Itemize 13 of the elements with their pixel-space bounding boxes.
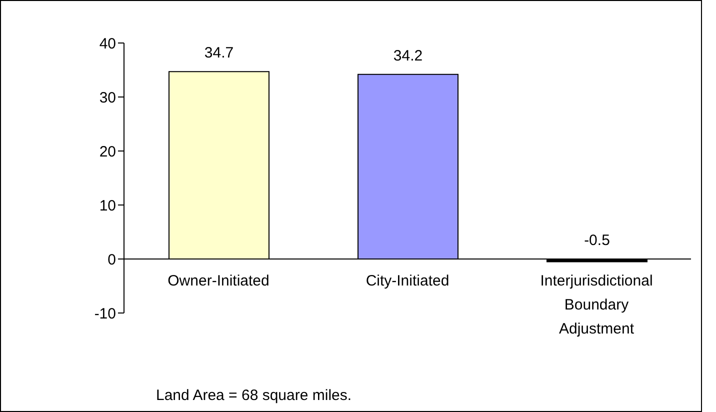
data-label: 34.2 <box>393 47 423 64</box>
data-label: -0.5 <box>584 232 610 249</box>
y-tick-label: 20 <box>99 143 116 160</box>
text: Land Area = 68 square miles. <box>156 387 352 404</box>
y-tick-label: 30 <box>99 89 116 106</box>
y-tick-label: 10 <box>99 197 116 214</box>
y-tick-label: 0 <box>108 251 116 268</box>
x-tick-label: Interjurisdictional Boundary Adjustment <box>540 272 653 338</box>
y-tick-label: 40 <box>99 35 116 52</box>
x-tick-label: City-Initiated <box>366 272 450 290</box>
data-label: 34.7 <box>204 44 234 62</box>
x-tick-label: Owner-Initiated <box>168 272 270 290</box>
y-tick-label: -10 <box>94 305 116 322</box>
